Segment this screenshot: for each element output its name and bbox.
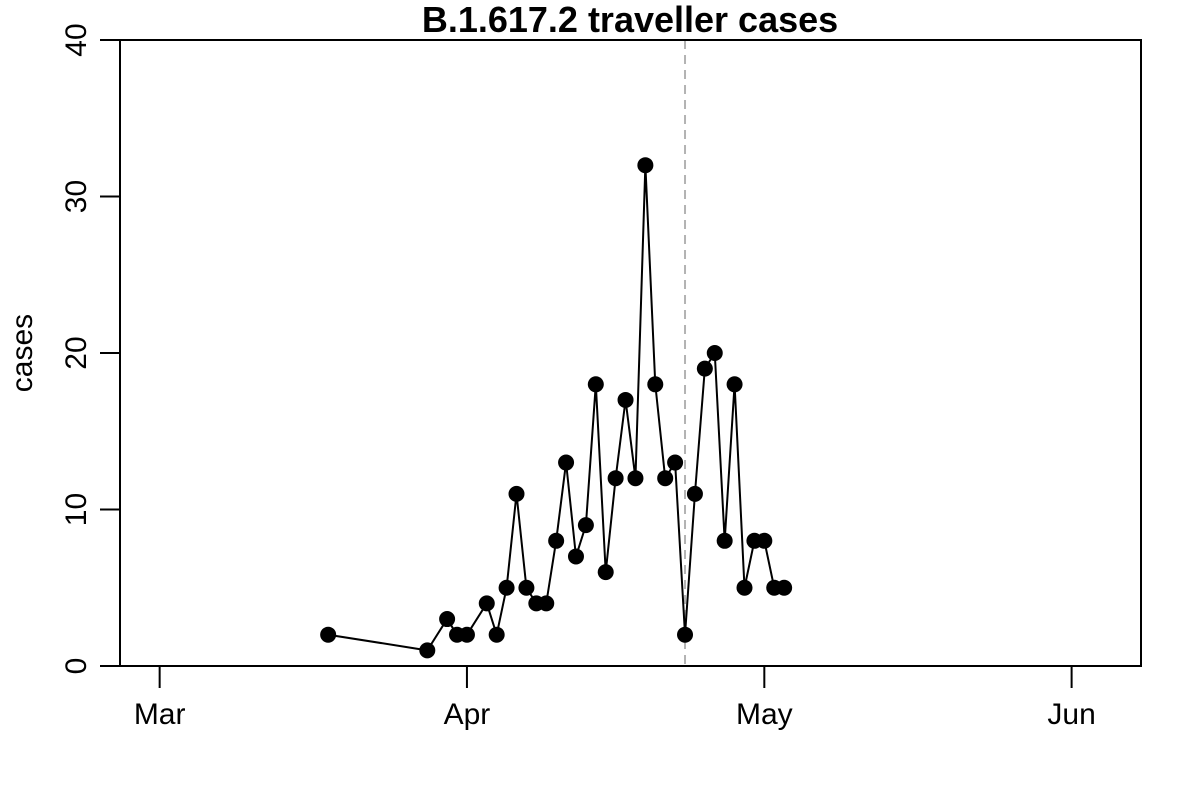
data-point [587,376,604,393]
y-tick-label: 30 [60,180,93,213]
data-point [637,157,654,174]
y-tick-label: 0 [60,658,93,675]
data-point [419,642,436,659]
data-point [478,595,495,612]
x-tick-label: Apr [444,698,491,731]
data-point [488,626,505,643]
series-line [328,165,785,652]
data-point [736,579,753,596]
data-point [647,376,664,393]
data-point [577,517,594,534]
data-point [667,454,684,471]
data-point [567,548,584,565]
series-layer [320,157,793,659]
data-point [458,626,475,643]
data-point [558,454,575,471]
x-tick-label: Mar [134,698,186,731]
data-point [686,485,703,502]
data-point [439,611,456,628]
y-axis-label: cases [6,314,39,392]
y-tick-label: 20 [60,336,93,369]
x-axis: Mar Apr May Jun [134,666,1096,731]
data-point [320,626,337,643]
data-point [657,470,674,487]
data-point [696,360,713,377]
x-tick-label: Jun [1047,698,1095,731]
y-tick-label: 10 [60,493,93,526]
chart-title: B.1.617.2 traveller cases [422,0,838,40]
data-point [756,532,773,549]
data-point [627,470,644,487]
data-point [508,485,525,502]
data-point [706,345,723,361]
data-point [538,595,555,612]
data-point [597,564,614,581]
data-point [548,532,565,549]
data-point [518,579,535,596]
data-point [607,470,624,487]
y-tick-label: 40 [60,23,93,56]
data-point [617,391,634,408]
x-tick-label: May [736,698,793,731]
plot-frame [119,39,1142,667]
data-point [677,626,694,643]
data-point [716,532,733,549]
data-point [726,376,743,393]
data-point [776,579,793,596]
data-point [498,579,515,596]
y-axis: 0 10 20 30 40 [60,23,120,674]
